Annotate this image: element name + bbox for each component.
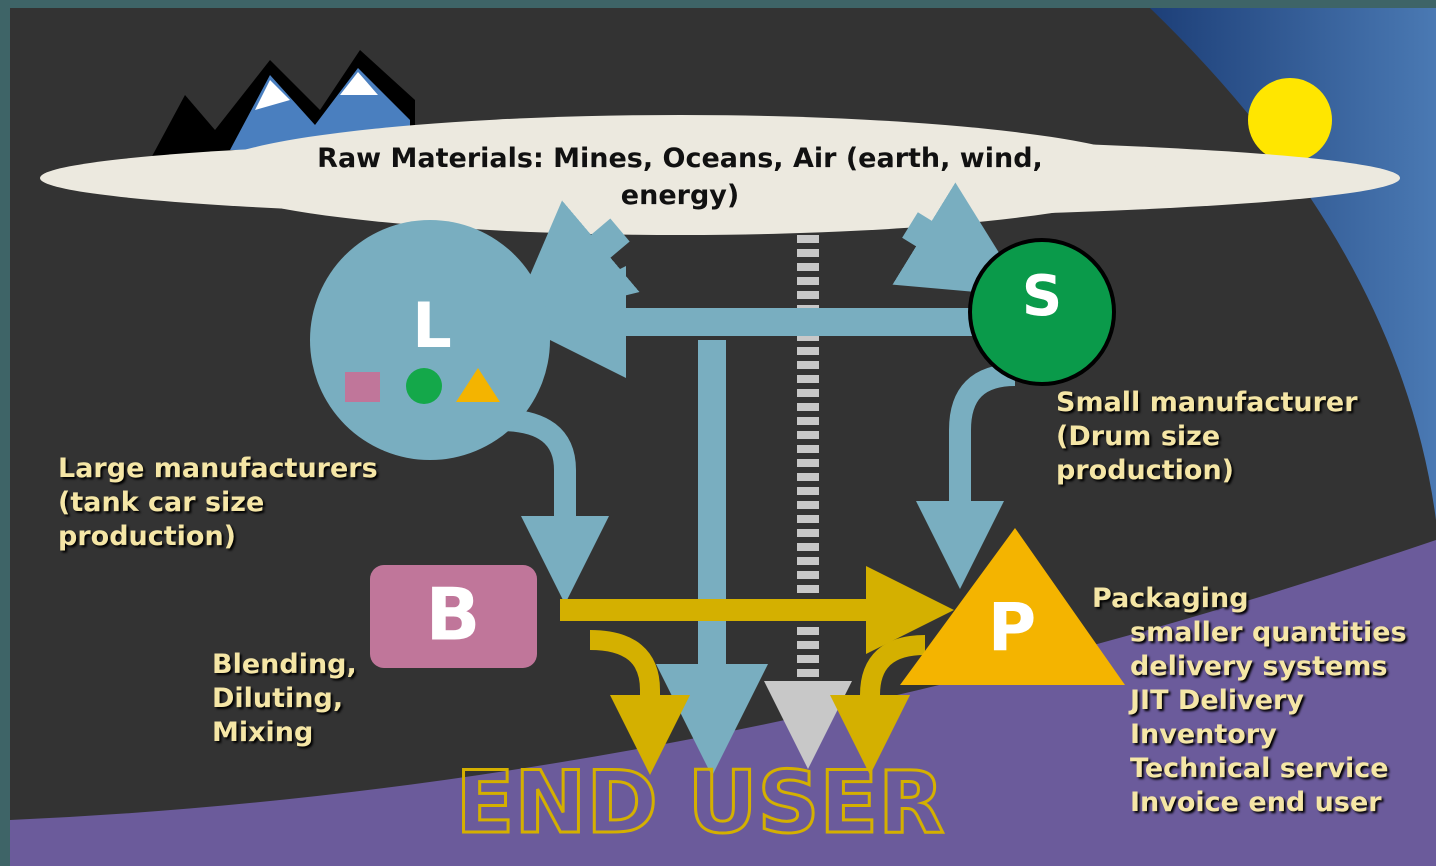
node-label: B: [426, 573, 481, 657]
text-line: Invoice end user: [1130, 786, 1407, 820]
text-line: Mixing: [212, 716, 357, 750]
text-line: Inventory: [1130, 718, 1407, 752]
text-line: Technical service: [1130, 752, 1407, 786]
text-line: Diluting,: [212, 682, 357, 716]
end-user: END USER: [456, 753, 945, 853]
text-line: JIT Delivery: [1130, 684, 1407, 718]
blending-desc: Blending, Diluting, Mixing: [212, 648, 357, 750]
node-label: P: [988, 589, 1036, 666]
text-line: Packaging: [1092, 582, 1407, 616]
text-line: Large manufacturers: [58, 452, 378, 486]
text-line: smaller quantities: [1130, 616, 1407, 650]
text-line: (Drum size: [1056, 420, 1358, 454]
text-line: (tank car size: [58, 486, 378, 520]
node-label: S: [1022, 264, 1062, 329]
text-line: delivery systems: [1130, 650, 1407, 684]
text-line: production): [1056, 454, 1358, 488]
large-desc: Large manufacturers (tank car size produ…: [58, 452, 378, 554]
text-line: Blending,: [212, 648, 357, 682]
small-desc: Small manufacturer (Drum size production…: [1056, 386, 1358, 488]
node-label: L: [412, 289, 452, 362]
text-line: production): [58, 520, 378, 554]
diagram: L S B P END USER Raw Materials: Mines, O…: [0, 0, 1436, 866]
cloud-text: Raw Materials: Mines, Oceans, Air (earth…: [270, 140, 1090, 214]
text-line: Small manufacturer: [1056, 386, 1358, 420]
